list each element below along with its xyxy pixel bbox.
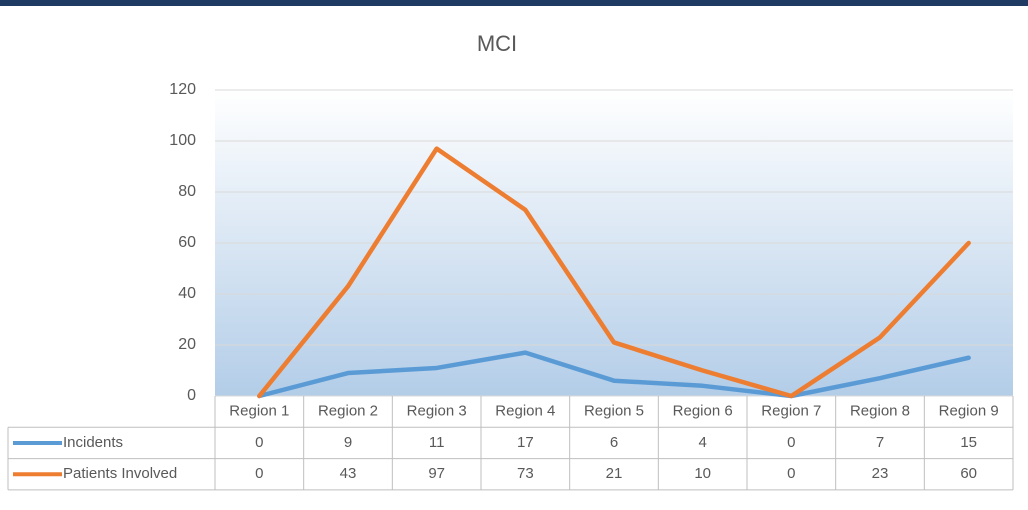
x-tick-label: Region 6: [673, 403, 733, 420]
table-value: 15: [960, 434, 977, 451]
y-tick-label: 120: [169, 81, 196, 98]
y-tick-label: 20: [178, 336, 196, 353]
chart-title: MCI: [477, 31, 517, 56]
table-value: 6: [610, 434, 618, 451]
table-value: 0: [255, 465, 263, 482]
series-line: [257, 350, 971, 399]
y-tick-label: 100: [169, 132, 196, 149]
x-tick-label: Region 7: [761, 403, 821, 420]
y-tick-label: 0: [187, 387, 196, 404]
data-table: Region 1 Region 2 Region 3 Region 4 Region 5…: [7, 396, 1014, 491]
table-value: 7: [876, 434, 884, 451]
table-value: 23: [872, 465, 889, 482]
table-value: 4: [698, 434, 706, 451]
x-tick-label: Region 4: [495, 403, 555, 420]
x-tick-label: Region 8: [850, 403, 910, 420]
top-bar: [0, 0, 1028, 6]
x-tick-label: Region 1: [229, 403, 289, 420]
x-tick-label: Region 5: [584, 403, 644, 420]
x-tick-label: Region 3: [407, 403, 467, 420]
table-value: 0: [255, 434, 263, 451]
series-line: [257, 146, 971, 399]
legend-label: Incidents: [63, 434, 123, 451]
y-tick-label: 60: [178, 234, 196, 251]
table-value: 21: [606, 465, 623, 482]
table-value: 0: [787, 434, 795, 451]
table-value: 73: [517, 465, 534, 482]
table-value: 43: [340, 465, 357, 482]
legend-label: Patients Involved: [63, 465, 177, 482]
table-value: 9: [344, 434, 352, 451]
table-value: 97: [428, 465, 445, 482]
table-value: 0: [787, 465, 795, 482]
grid: 0 20 40 60 80 100 120: [169, 81, 1013, 404]
table-value: 60: [960, 465, 977, 482]
x-tick-label: Region 9: [939, 403, 999, 420]
table-value: 10: [694, 465, 711, 482]
table-value: 17: [517, 434, 534, 451]
lines: [257, 146, 971, 399]
x-tick-label: Region 2: [318, 403, 378, 420]
y-tick-label: 80: [178, 183, 196, 200]
table-value: 11: [429, 434, 445, 451]
y-tick-label: 40: [178, 285, 196, 302]
